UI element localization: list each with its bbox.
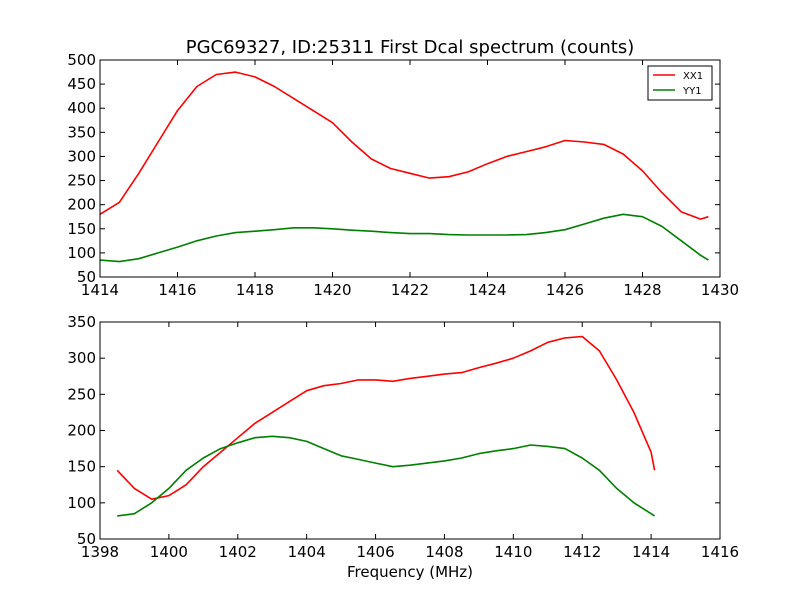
x-tick-label: 1416 <box>701 543 739 561</box>
series-line-yy1-panel-2 <box>117 435 656 517</box>
y-tick-label: 350 <box>67 123 96 141</box>
legend-box <box>647 65 713 101</box>
y-tick-label: 150 <box>67 458 96 476</box>
y-tick-label: 250 <box>67 172 96 190</box>
x-tick-label: 1412 <box>563 543 601 561</box>
y-tick-label: 300 <box>67 349 96 367</box>
y-tick-label: 500 <box>67 51 96 69</box>
x-tick-label: 1406 <box>356 543 394 561</box>
y-tick-label: 50 <box>77 268 96 286</box>
x-tick-label: 1410 <box>494 543 532 561</box>
x-tick-label: 1404 <box>288 543 326 561</box>
y-tick-label: 100 <box>67 494 96 512</box>
x-tick-label: 1428 <box>623 281 661 299</box>
x-tick-label: 1430 <box>701 281 739 299</box>
x-tick-label: 1400 <box>150 543 188 561</box>
y-tick-label: 200 <box>67 196 96 214</box>
legend-label-xx1: XX1 <box>683 71 703 82</box>
x-tick-label: 1398 <box>81 543 119 561</box>
x-tick-label: 1422 <box>391 281 429 299</box>
y-tick-label: 450 <box>67 75 96 93</box>
top-panel: 1414 1416 1418 1420 1422 1424 1426 1428 1430 50 10… <box>67 51 739 299</box>
series-line-yy1-panel-1 <box>99 213 709 263</box>
x-tick-label: 1424 <box>468 281 506 299</box>
y-tick-label: 400 <box>67 99 96 117</box>
x-tick-label: 1418 <box>236 281 274 299</box>
series-line-xx1-panel-1 <box>99 71 709 220</box>
x-tick-label: 1416 <box>158 281 196 299</box>
x-tick-label: 1408 <box>425 543 463 561</box>
x-tick-label: 1402 <box>219 543 257 561</box>
y-tick-label: 50 <box>77 530 96 548</box>
x-tick-label: 1420 <box>313 281 351 299</box>
y-tick-label: 250 <box>67 385 96 403</box>
bottom-panel: 1398 1400 1402 1404 1406 1408 1410 1412 1414 1416… <box>67 313 739 561</box>
y-tick-label: 200 <box>67 422 96 440</box>
y-tick-label: 300 <box>67 147 96 165</box>
y-tick-label: 150 <box>67 220 96 238</box>
x-tick-label: 1414 <box>632 543 670 561</box>
figure-title: PGC69327, ID:25311 First Dcal spectrum (… <box>186 37 635 58</box>
series-line-xx1-panel-2 <box>116 335 656 501</box>
x-axis-label: Frequency (MHz) <box>347 563 473 581</box>
x-tick-label: 1414 <box>81 281 119 299</box>
x-tick-label: 1426 <box>546 281 584 299</box>
y-tick-label: 350 <box>67 313 96 331</box>
y-tick-label: 100 <box>67 244 96 262</box>
legend-label-yy1: YY1 <box>682 86 702 97</box>
